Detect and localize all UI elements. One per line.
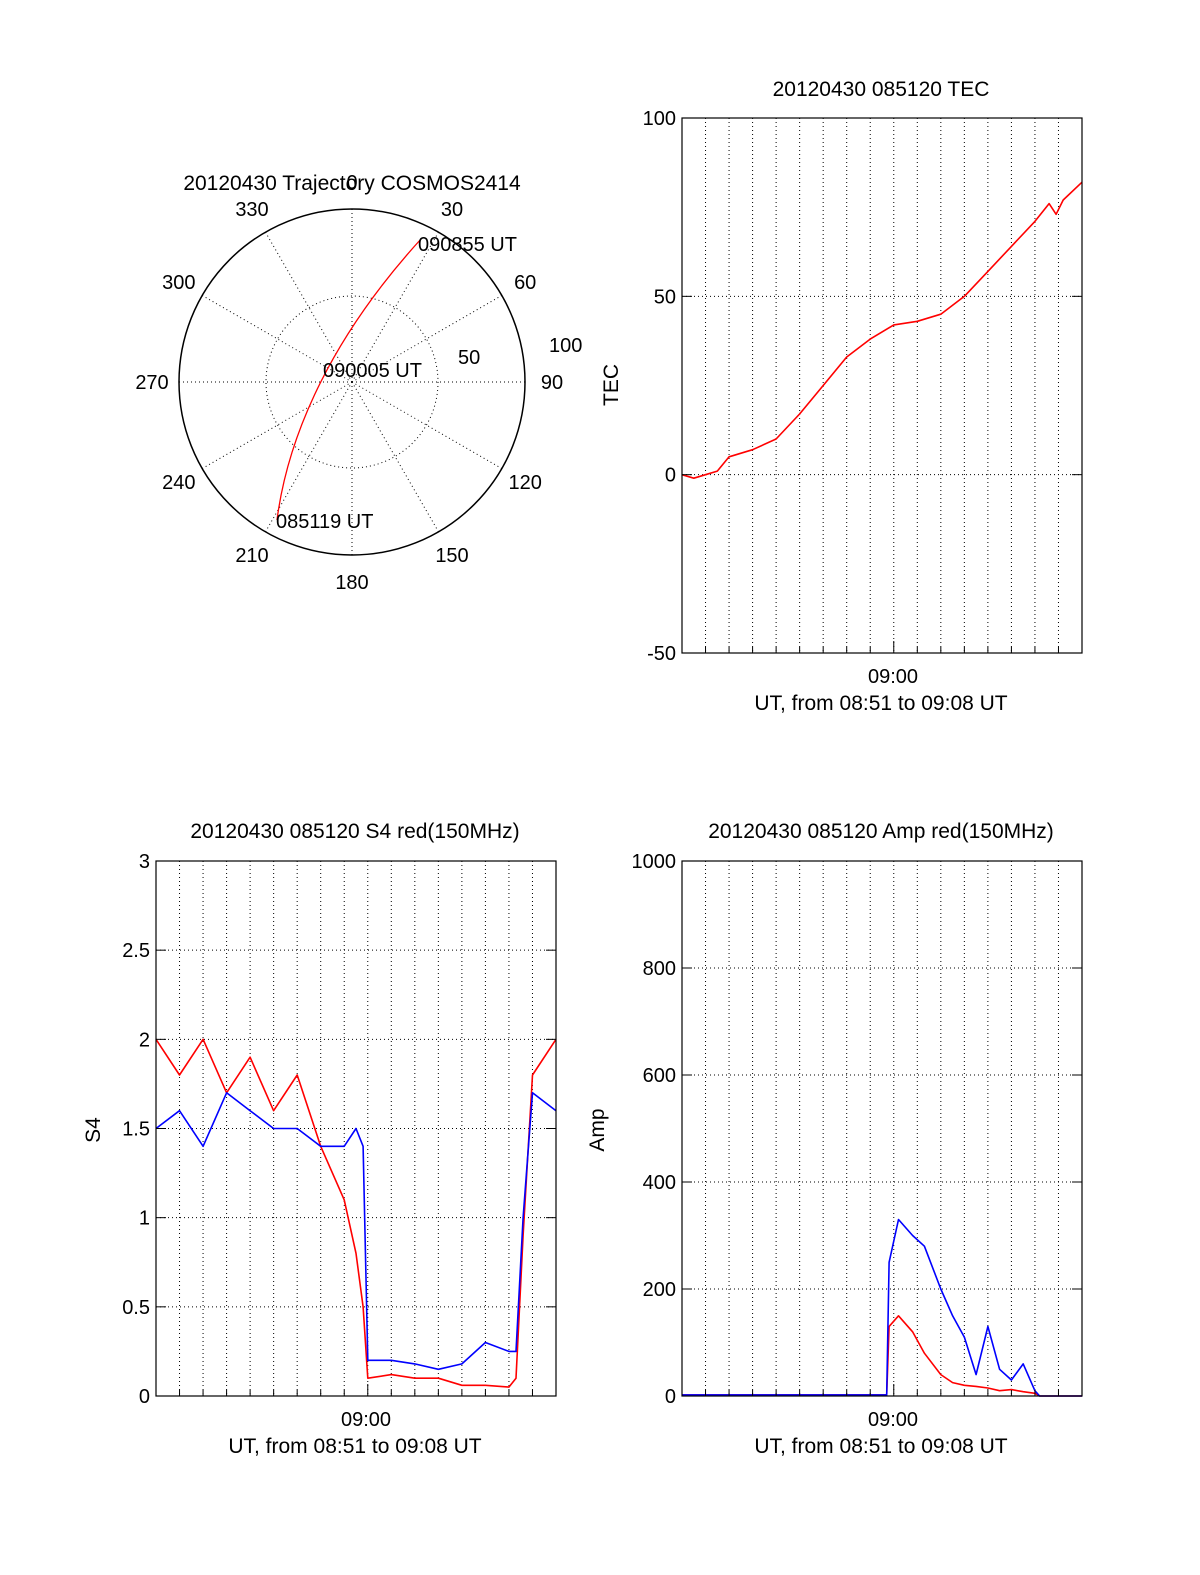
polar-angle-label-330: 330 — [235, 199, 268, 221]
y-tick-label: 2.5 — [122, 940, 150, 962]
tec-y-ticks: -50 0 50 100 — [643, 108, 1082, 665]
y-tick-label: 2 — [139, 1029, 150, 1051]
amp-x-tick-label: 09:00 — [868, 1409, 918, 1431]
tec-y-axis-label: TEC — [600, 364, 623, 406]
series-line-1 — [155, 1092, 557, 1371]
amp-y-axis-label: Amp — [586, 1108, 609, 1151]
tec-title: 20120430 085120 TEC — [773, 78, 990, 101]
polar-angle-label-0: 0 — [346, 172, 357, 194]
trajectory-line — [276, 238, 422, 521]
y-tick-label: 0 — [139, 1386, 150, 1408]
polar-angle-label-180: 180 — [335, 572, 368, 594]
tec-grid — [682, 118, 1082, 653]
s4-chart: 20120430 085120 S4 red(150MHz) 0 0.5 1 1.5 2… — [82, 820, 557, 1458]
y-tick-label: 1000 — [632, 851, 677, 873]
polar-angle-label-240: 240 — [162, 472, 195, 494]
y-tick-label: 3 — [139, 851, 150, 873]
amp-y-ticks: 0 200 400 600 800 1000 — [632, 851, 1082, 1408]
polar-angle-label-300: 300 — [162, 272, 195, 294]
polar-spoke-210 — [265, 381, 353, 533]
tec-series — [681, 181, 1083, 480]
y-tick-label: 1.5 — [122, 1119, 150, 1141]
polar-radial-label-50: 50 — [458, 347, 480, 369]
amp-x-axis-label: UT, from 08:51 to 09:08 UT — [754, 1435, 1007, 1458]
s4-x-axis-label: UT, from 08:51 to 09:08 UT — [228, 1435, 481, 1458]
s4-x-tick-label: 09:00 — [341, 1409, 391, 1431]
amp-title: 20120430 085120 Amp red(150MHz) — [708, 820, 1054, 843]
y-tick-label: -50 — [647, 643, 676, 665]
polar-angle-label-120: 120 — [509, 472, 542, 494]
s4-title: 20120430 085120 S4 red(150MHz) — [190, 820, 519, 843]
polar-title: 20120430 Trajectory COSMOS2414 — [183, 172, 521, 195]
polar-angle-labels: 0 30 60 90 120 150 180 210 240 270 300 330 — [135, 172, 563, 594]
polar-angle-label-30: 30 — [441, 199, 463, 221]
polar-spoke-330 — [265, 231, 353, 383]
polar-spoke-150 — [351, 381, 439, 533]
polar-spokes — [179, 209, 525, 555]
y-tick-label: 50 — [654, 286, 676, 308]
tec-x-tick-label: 09:00 — [868, 666, 918, 688]
s4-y-axis-label: S4 — [82, 1117, 105, 1143]
polar-spoke-120 — [351, 381, 503, 469]
y-tick-label: 200 — [643, 1279, 676, 1301]
amp-grid — [682, 861, 1082, 1396]
tec-chart: 20120430 085120 TEC -50 0 50 100 09:00 UT, … — [600, 78, 1083, 715]
polar-angle-label-60: 60 — [514, 272, 536, 294]
polar-angle-label-210: 210 — [235, 545, 268, 567]
polar-spoke-30 — [351, 231, 439, 383]
y-tick-label: 0 — [665, 1386, 676, 1408]
s4-y-ticks: 0 0.5 1 1.5 2 2.5 3 — [122, 851, 556, 1408]
tec-plot-frame — [681, 117, 1083, 654]
series-line-1 — [682, 1218, 1082, 1397]
amp-chart: 20120430 085120 Amp red(150MHz) 0 200 400 6… — [586, 820, 1083, 1458]
polar-angle-label-150: 150 — [435, 545, 468, 567]
polar-angle-label-90: 90 — [541, 372, 563, 394]
y-tick-label: 600 — [643, 1065, 676, 1087]
y-tick-label: 100 — [643, 108, 676, 130]
polar-trajectory-plot: 20120430 Trajectory COSMOS2414 0 30 60 90 12… — [135, 172, 582, 594]
polar-inner-circle — [265, 295, 439, 469]
s4-series — [155, 1038, 557, 1388]
y-tick-label: 400 — [643, 1172, 676, 1194]
annotation-mid-time: 090005 UT — [323, 360, 422, 382]
y-tick-label: 1 — [139, 1208, 150, 1230]
amp-plot-frame — [681, 860, 1083, 1397]
polar-radial-label-100: 100 — [549, 335, 582, 357]
tec-x-axis-label: UT, from 08:51 to 09:08 UT — [754, 692, 1007, 715]
polar-spoke-300 — [201, 295, 353, 383]
series-line-0 — [155, 1038, 557, 1388]
polar-spoke-240 — [201, 381, 353, 469]
y-tick-label: 0 — [665, 465, 676, 487]
annotation-end-time: 090855 UT — [418, 234, 517, 256]
polar-spoke-60 — [351, 295, 503, 383]
annotation-start-time: 085119 UT — [276, 511, 373, 533]
series-line-0 — [682, 1315, 1082, 1397]
polar-angle-label-270: 270 — [135, 372, 168, 394]
y-tick-label: 800 — [643, 958, 676, 980]
series-line-0 — [681, 181, 1083, 480]
amp-series — [682, 1218, 1082, 1397]
y-tick-label: 0.5 — [122, 1297, 150, 1319]
